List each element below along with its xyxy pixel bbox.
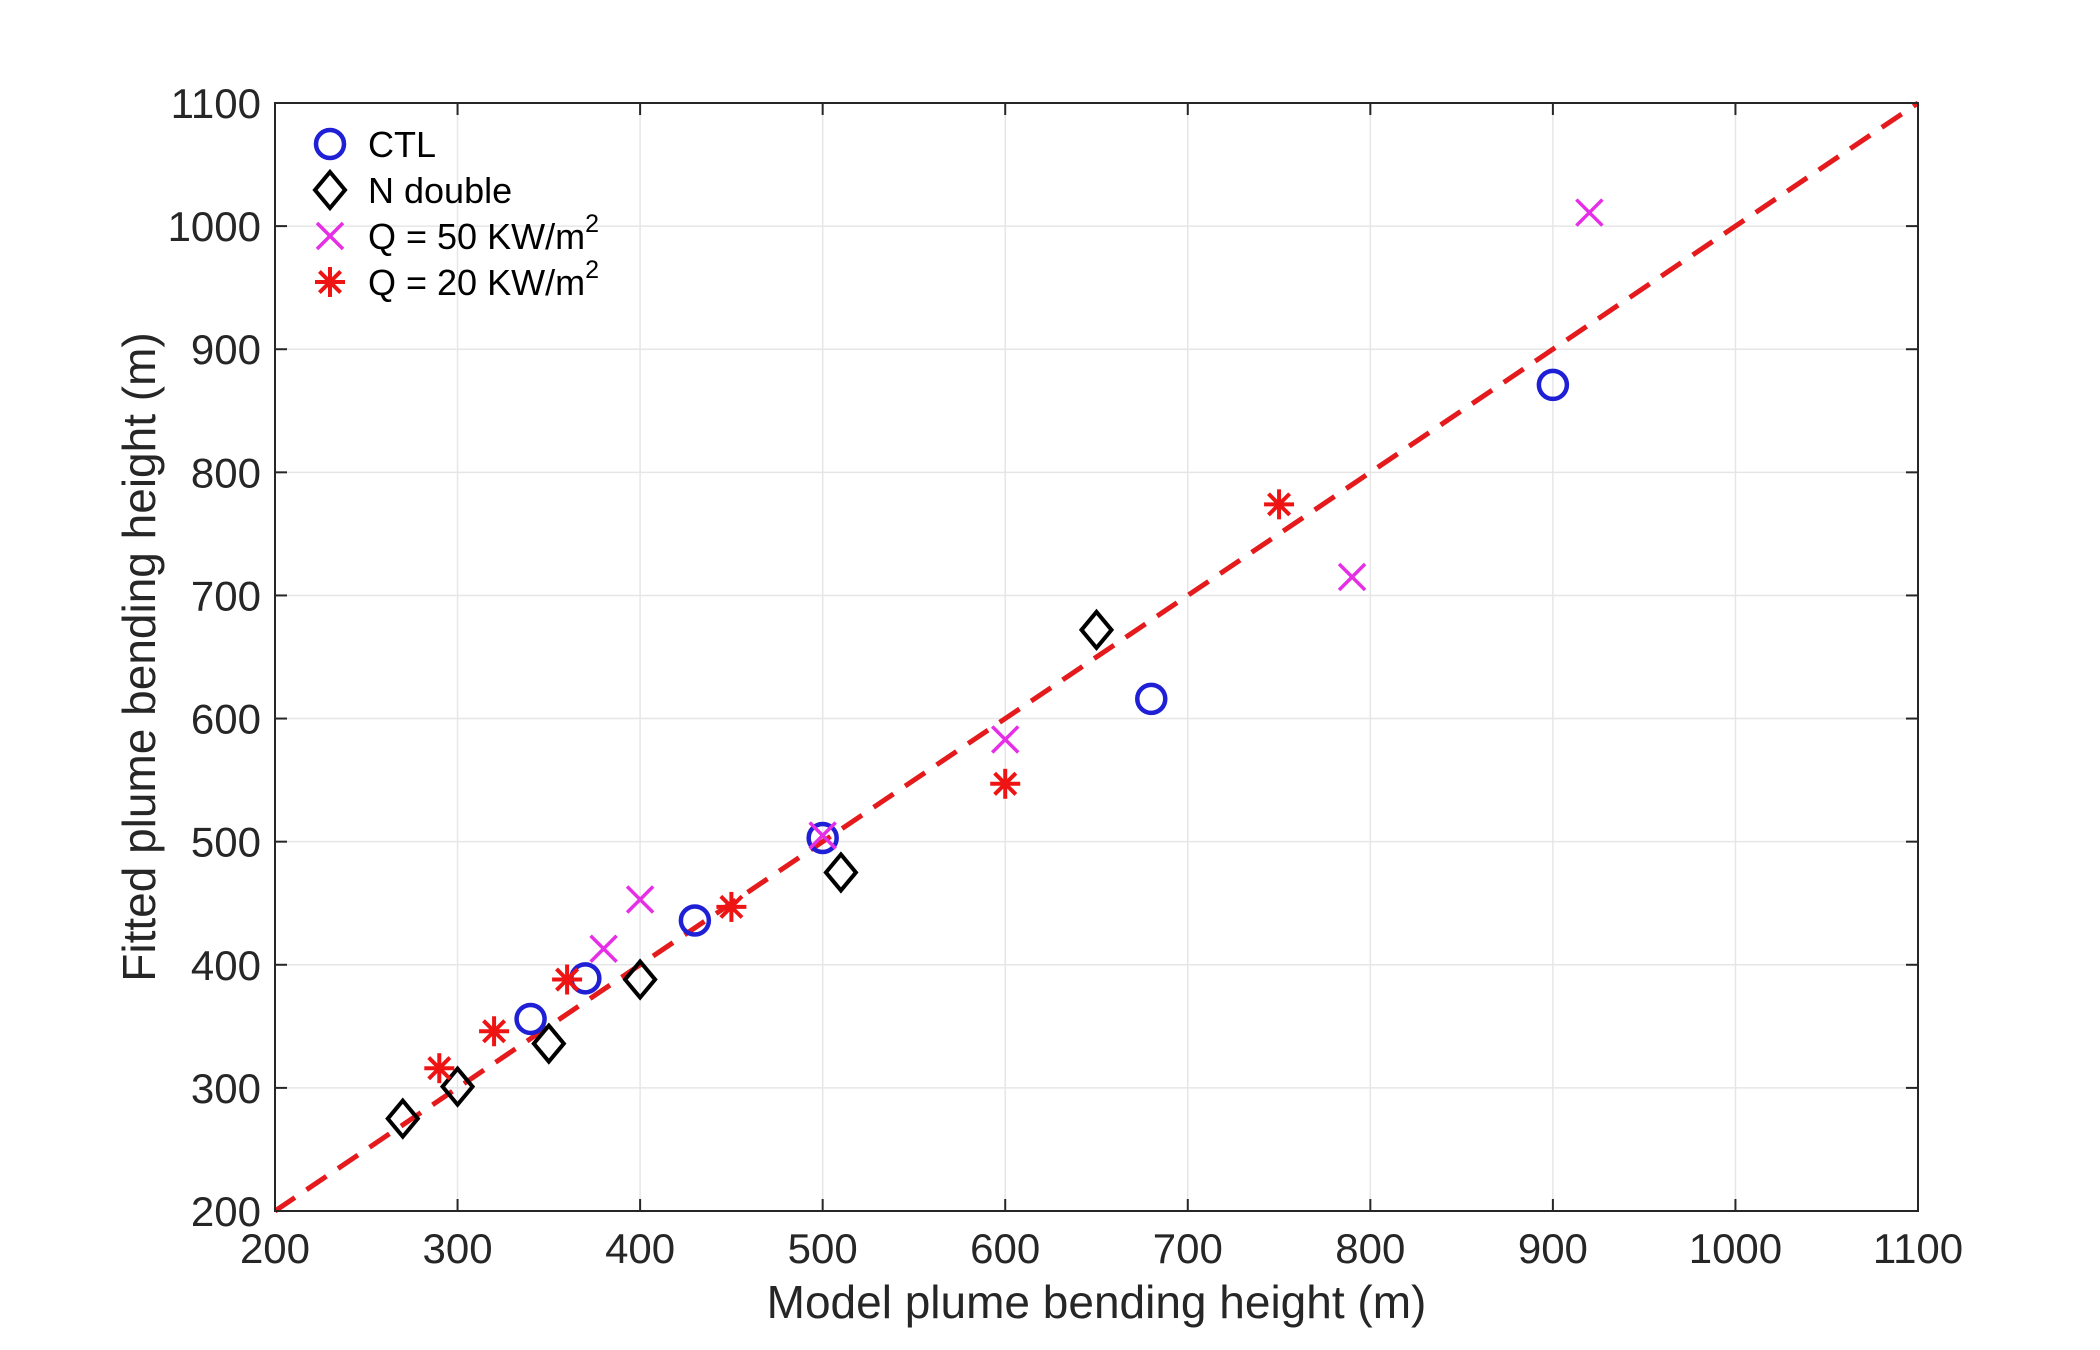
tick-labels: 200 300 400 500 600 700 800 900 1000 1100 200 300 40… [168,80,1964,1272]
y-tick-label: 900 [191,326,261,373]
data-point-asterisk [424,1053,455,1084]
legend-entry-label: N double [368,170,512,211]
data-point-x [808,821,837,850]
legend-entry-label: CTL [368,124,436,165]
data-point-asterisk [552,964,583,995]
data-point-circle [1135,682,1168,716]
data-point-x [1575,198,1604,227]
x-tick-label: 900 [1518,1225,1588,1272]
legend-marker-diamond [312,168,348,212]
data-point-diamond [622,958,658,1001]
y-tick-label: 300 [191,1065,261,1112]
data-point-x [1337,562,1367,592]
legend-marker-x [315,221,345,251]
legend-entry-label: Q = 20 KW/m2 [368,256,599,303]
x-axis-label: Model plume bending height (m) [767,1276,1427,1328]
x-tick-label: 1000 [1689,1225,1782,1272]
data-point-asterisk [1264,489,1295,520]
y-tick-label: 200 [191,1188,261,1235]
data-point-diamond [385,1097,421,1140]
data-point-circle [678,904,712,937]
data-point-diamond [531,1022,567,1065]
x-tick-label: 800 [1335,1225,1405,1272]
x-tick-label: 400 [605,1225,675,1272]
y-tick-label: 400 [191,942,261,989]
data-point-diamond [439,1065,476,1108]
x-tick-label: 600 [970,1225,1040,1272]
plot-frame [274,102,1919,1212]
legend-entry-label: Q = 50 KW/m2 [368,210,599,257]
data-point-asterisk [479,1016,510,1047]
reference-line [273,100,1920,1214]
y-tick-label: 1100 [171,80,261,127]
data-point-x [589,934,618,964]
grid [274,102,1919,1212]
data-point-circle [514,1002,547,1036]
data-point-asterisk [990,768,1021,799]
data-point-circle [1536,368,1570,402]
data-points [385,198,1604,1140]
reference-line-group [273,100,1920,1214]
y-tick-label: 700 [191,572,261,619]
x-tick-label: 500 [788,1225,858,1272]
y-tick-label: 600 [191,696,261,743]
x-tick-label: 300 [423,1225,493,1272]
y-tick-label: 500 [191,819,261,866]
legend-marker-circle [313,127,347,161]
data-point-circle [806,821,839,855]
x-tick-label: 200 [240,1225,310,1272]
data-point-x [990,725,1020,754]
data-point-x [625,885,655,914]
data-point-diamond [1078,608,1115,652]
y-tick-label: 800 [191,449,261,496]
legend-marker-asterisk [315,267,345,297]
x-tick-label: 700 [1153,1225,1223,1272]
data-point-diamond [823,851,859,894]
x-tick-label: 1100 [1873,1225,1963,1272]
data-point-asterisk [716,891,747,922]
y-tick-label: 1000 [168,203,261,250]
y-axis-label: Fitted plume bending height (m) [113,332,165,981]
